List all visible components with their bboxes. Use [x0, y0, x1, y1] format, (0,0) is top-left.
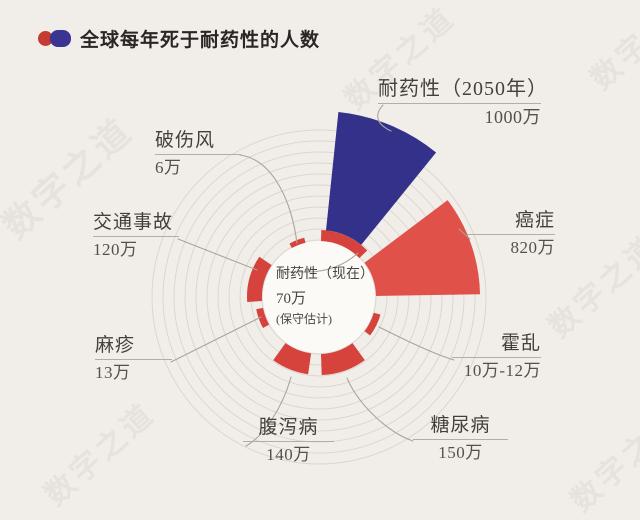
- polar-gridline: [162, 140, 476, 454]
- leader-diabetes: [346, 377, 414, 442]
- center-circle: [263, 241, 375, 353]
- label-diabetes: 糖尿病 150万: [413, 415, 508, 462]
- polar-gridline: [206, 184, 432, 410]
- wedge-diarrhea: [273, 343, 312, 375]
- polar-gridline: [217, 195, 421, 399]
- center-label-note: (保守估计): [276, 312, 332, 326]
- wedge-cholera: [364, 312, 381, 336]
- wedge-measles: [256, 307, 270, 328]
- label-road-accidents: 交通事故 120万: [93, 212, 179, 259]
- label-measles-name: 麻疹: [95, 335, 172, 361]
- label-amr2050-name: 耐药性（2050年）: [378, 78, 547, 105]
- wedge-diabetes: [321, 343, 365, 375]
- polar-gridline: [261, 239, 377, 355]
- label-tetanus-value: 6万: [155, 158, 182, 178]
- wedge-amr_2050: [326, 112, 437, 245]
- polar-gridlines: [151, 129, 487, 465]
- label-tetanus-name: 破伤风: [155, 130, 241, 156]
- wedge-cancer: [364, 200, 480, 296]
- leader-measles: [170, 316, 262, 363]
- label-diabetes-value: 150万: [438, 443, 483, 463]
- label-diarrhea-name: 腹泻病: [243, 417, 334, 443]
- chart-wedges: [247, 112, 480, 375]
- label-measles: 麻疹 13万: [95, 335, 172, 382]
- leader-lines: [170, 104, 471, 447]
- label-amr-2050: 耐药性（2050年） 1000万: [378, 78, 547, 128]
- chart-header: 全球每年死于耐药性的人数: [38, 25, 320, 52]
- label-road-value: 120万: [93, 240, 138, 260]
- pill-blue-half: [50, 30, 71, 47]
- rose-chart: [151, 104, 487, 465]
- polar-gridline: [239, 217, 399, 377]
- pill-icon: [38, 30, 71, 47]
- leader-amr2050: [377, 104, 392, 132]
- leader-amr-now: [279, 252, 359, 273]
- label-amr2050-value: 1000万: [484, 107, 541, 128]
- label-diarrheal-disease: 腹泻病 140万: [243, 417, 334, 464]
- polar-gridline: [195, 173, 443, 421]
- label-diabetes-name: 糖尿病: [413, 415, 508, 441]
- polar-gridline: [151, 129, 487, 465]
- label-tetanus: 破伤风 6万: [155, 130, 241, 177]
- label-cholera-value: 10万-12万: [463, 361, 541, 381]
- label-cancer-name: 癌症: [467, 210, 555, 236]
- leader-diarrhea: [245, 376, 292, 447]
- leader-cancer: [458, 228, 471, 240]
- leader-road: [177, 238, 258, 271]
- label-cancer-value: 820万: [510, 238, 555, 258]
- polar-gridline: [184, 162, 454, 432]
- label-measles-value: 13万: [95, 363, 131, 383]
- leader-cholera: [378, 326, 455, 361]
- label-cancer: 癌症 820万: [467, 210, 555, 257]
- label-road-name: 交通事故: [93, 212, 179, 238]
- wedge-amr_now: [321, 230, 368, 259]
- center-label: 耐药性（现在） 70万 (保守估计): [276, 263, 376, 327]
- label-cholera: 霍乱 10万-12万: [452, 333, 541, 380]
- pill-red-half: [38, 31, 53, 46]
- center-label-value: 70万: [276, 291, 307, 307]
- leader-tetanus: [239, 154, 298, 244]
- label-cholera-name: 霍乱: [452, 333, 541, 359]
- center-label-name: 耐药性（现在）: [276, 267, 374, 282]
- label-diarrhea-value: 140万: [266, 445, 311, 465]
- polar-gridline: [228, 206, 410, 388]
- chart-title: 全球每年死于耐药性的人数: [80, 30, 321, 51]
